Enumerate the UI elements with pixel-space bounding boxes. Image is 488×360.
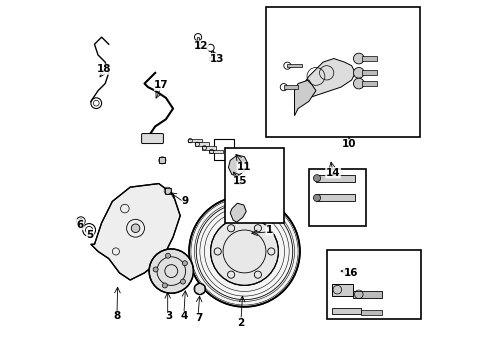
FancyBboxPatch shape xyxy=(142,134,163,144)
Text: 11: 11 xyxy=(237,162,251,172)
Polygon shape xyxy=(298,59,354,98)
Bar xyxy=(287,64,301,67)
Text: 14: 14 xyxy=(325,168,340,178)
Circle shape xyxy=(165,253,170,258)
Bar xyxy=(209,150,223,153)
Bar xyxy=(224,148,283,223)
Text: 10: 10 xyxy=(341,139,356,149)
Text: 7: 7 xyxy=(195,313,202,323)
Text: 8: 8 xyxy=(113,311,121,321)
Text: 16: 16 xyxy=(343,268,357,278)
Text: 1: 1 xyxy=(265,225,273,235)
Circle shape xyxy=(353,78,364,89)
Bar xyxy=(283,85,298,89)
Bar xyxy=(331,307,360,314)
Polygon shape xyxy=(91,184,180,280)
Circle shape xyxy=(189,196,299,307)
Circle shape xyxy=(182,261,187,266)
Circle shape xyxy=(210,217,278,285)
Circle shape xyxy=(313,194,320,202)
Circle shape xyxy=(180,279,185,284)
Bar xyxy=(353,291,381,298)
Circle shape xyxy=(353,67,364,78)
Text: 3: 3 xyxy=(165,311,172,321)
Text: 5: 5 xyxy=(86,230,94,240)
Bar xyxy=(362,81,376,86)
Bar xyxy=(308,169,365,226)
Bar xyxy=(159,157,165,163)
Circle shape xyxy=(149,249,193,293)
Circle shape xyxy=(353,53,364,64)
Polygon shape xyxy=(294,80,315,116)
Bar xyxy=(315,175,354,182)
Text: 9: 9 xyxy=(182,197,189,206)
Bar xyxy=(362,56,376,61)
Text: 4: 4 xyxy=(181,311,188,321)
Bar xyxy=(214,139,233,160)
Bar xyxy=(265,7,419,137)
Text: 17: 17 xyxy=(154,80,168,90)
Bar xyxy=(208,57,212,60)
Bar xyxy=(196,37,199,46)
Circle shape xyxy=(313,175,320,182)
Text: 18: 18 xyxy=(97,64,111,74)
Text: 13: 13 xyxy=(209,54,224,64)
Bar xyxy=(202,146,216,150)
Text: 15: 15 xyxy=(232,176,246,186)
Bar xyxy=(326,249,421,319)
Bar xyxy=(188,139,201,143)
Bar xyxy=(360,310,381,315)
Text: 2: 2 xyxy=(237,318,244,328)
Text: 12: 12 xyxy=(193,41,208,51)
Circle shape xyxy=(162,283,167,288)
Circle shape xyxy=(131,224,140,233)
Polygon shape xyxy=(230,203,246,222)
Circle shape xyxy=(194,283,205,295)
Bar xyxy=(331,284,353,296)
Text: 6: 6 xyxy=(77,220,83,230)
Bar xyxy=(315,194,354,202)
Circle shape xyxy=(153,267,158,272)
Bar xyxy=(195,143,208,146)
Polygon shape xyxy=(228,155,247,176)
Bar xyxy=(362,70,376,75)
Bar xyxy=(164,188,170,194)
